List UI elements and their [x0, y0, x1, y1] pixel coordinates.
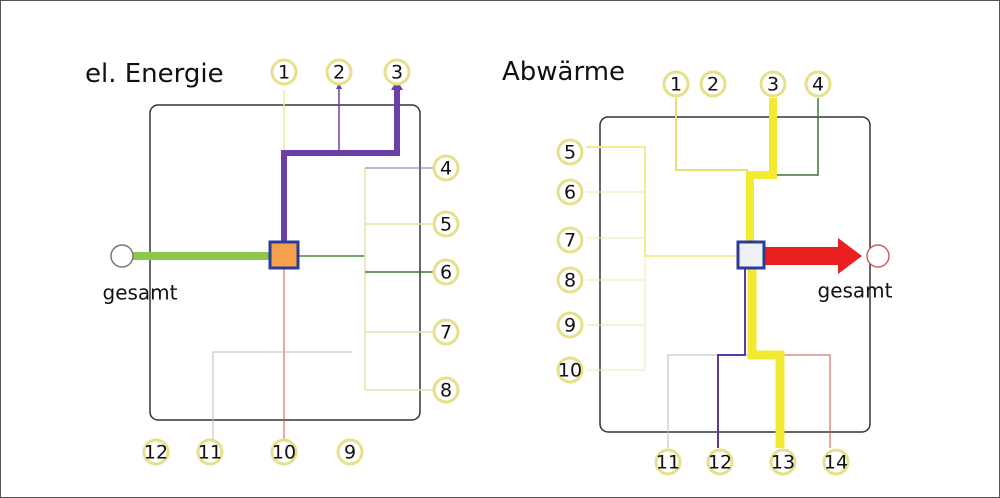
node-label: 2 [707, 74, 719, 96]
node-ring [556, 178, 584, 206]
hub [268, 240, 300, 270]
node-label: 3 [767, 74, 779, 96]
flow [747, 268, 785, 448]
source [110, 244, 134, 268]
node-label: 8 [440, 380, 452, 402]
node-ring [325, 58, 353, 86]
node-ring [432, 376, 460, 404]
node-label: 10 [558, 360, 582, 382]
sink [866, 244, 890, 268]
node-ring [822, 448, 850, 476]
node-ring [432, 258, 460, 286]
node-ring [556, 356, 584, 384]
node-ring [432, 210, 460, 238]
node-ring [556, 226, 584, 254]
node-ring [556, 138, 584, 166]
title: Abwärme [502, 57, 625, 87]
arrow [838, 238, 862, 274]
flow [586, 146, 738, 257]
node-ring [270, 58, 298, 86]
node-ring [336, 438, 364, 466]
diagram-heat: Abwärme gesamt [502, 57, 893, 448]
node-ring [759, 70, 787, 98]
node-label: 14 [824, 452, 848, 474]
total-label: gesamt [818, 279, 893, 303]
node-ring [142, 438, 170, 466]
node-ring [662, 70, 690, 98]
node-ring [556, 311, 584, 339]
node-label: 1 [278, 62, 290, 84]
flow [746, 98, 777, 242]
node-label: 3 [391, 62, 403, 84]
node-label: 5 [440, 214, 452, 236]
node-ring [769, 448, 797, 476]
node-ring [196, 438, 224, 466]
node-label: 11 [656, 452, 680, 474]
flow [212, 351, 352, 440]
node-label: 4 [440, 158, 452, 180]
node-label: 12 [708, 452, 732, 474]
node-ring [432, 318, 460, 346]
node-label: 6 [440, 262, 452, 284]
arrow [336, 83, 342, 89]
node-label: 7 [564, 230, 576, 252]
node-label: 9 [344, 442, 356, 464]
node-label: 2 [333, 62, 345, 84]
node-ring [556, 266, 584, 294]
title: el. Energie [85, 59, 224, 89]
box [599, 116, 871, 433]
flow [586, 256, 646, 371]
node-label: 7 [440, 322, 452, 344]
node-label: 11 [198, 442, 222, 464]
box [149, 104, 421, 421]
node-ring [270, 438, 298, 466]
node-label: 4 [812, 74, 824, 96]
node-label: 10 [272, 442, 296, 464]
node-label: 8 [564, 270, 576, 292]
diagram-electric: el. Energie gesamt [85, 59, 434, 440]
flow [675, 98, 748, 171]
total-label: gesamt [103, 281, 178, 305]
node-ring [804, 70, 832, 98]
node-ring [432, 154, 460, 182]
node-label: 9 [564, 315, 576, 337]
flow [717, 268, 746, 448]
flow [780, 354, 831, 448]
node-label: 6 [564, 182, 576, 204]
node-ring [706, 448, 734, 476]
node-ring [699, 70, 727, 98]
flow [281, 88, 400, 242]
node-label: 12 [144, 442, 168, 464]
node-label: 13 [771, 452, 795, 474]
hub [736, 240, 766, 270]
node-label: 5 [564, 142, 576, 164]
node-ring [654, 448, 682, 476]
node-label: 1 [670, 74, 682, 96]
node-ring [383, 58, 411, 86]
